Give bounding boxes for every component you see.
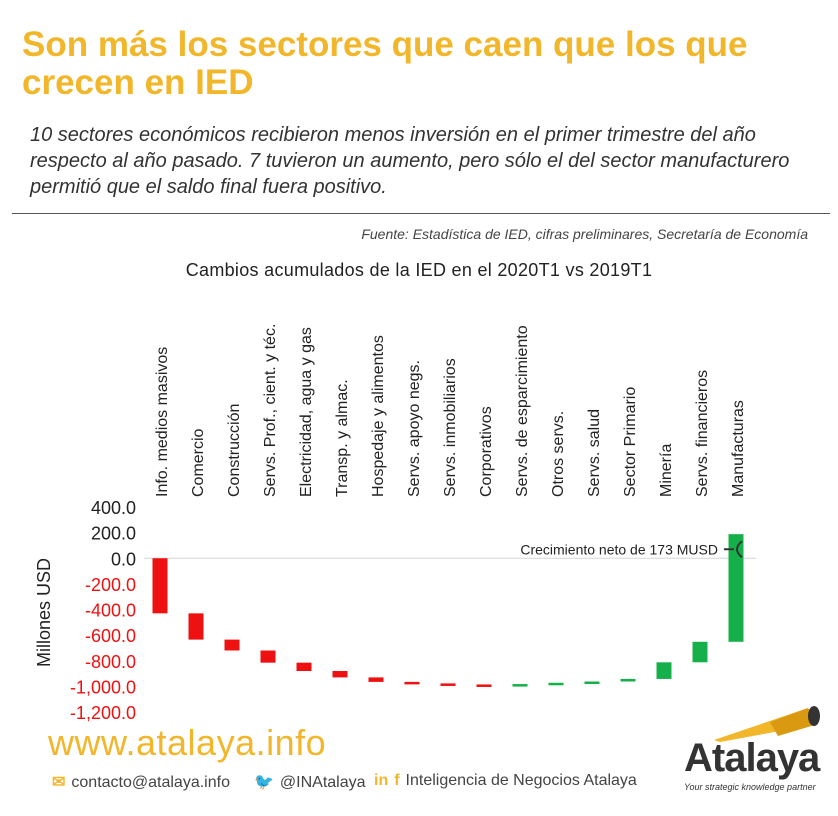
chart-title: Cambios acumulados de la IED en el 2020T… xyxy=(185,260,653,280)
page-title: Son más los sectores que caen que los qu… xyxy=(22,25,748,102)
y-tick-label: -600.0 xyxy=(85,626,136,646)
source-note: Fuente: Estadística de IED, cifras preli… xyxy=(361,226,808,242)
y-axis-label: Millones USD xyxy=(34,558,54,667)
category-label: Minería xyxy=(658,444,675,497)
bar xyxy=(332,671,348,678)
category-label: Servs. de esparcimiento xyxy=(514,325,531,497)
website-url[interactable]: www.atalaya.info xyxy=(48,722,327,763)
category-label: Sector Primario xyxy=(622,387,639,497)
bar xyxy=(656,662,672,679)
category-label: Hospedaje y alimentos xyxy=(370,335,387,497)
category-label: Info. medios masivos xyxy=(154,347,171,497)
y-tick-label: 400.0 xyxy=(91,498,136,518)
category-label: Servs. inmobiliarios xyxy=(442,358,459,497)
category-label: Corporativos xyxy=(478,406,495,497)
bar xyxy=(584,681,600,685)
bar xyxy=(728,534,744,642)
y-tick-label: -1,000.0 xyxy=(70,677,136,697)
category-label: Transp. y almac. xyxy=(334,379,351,497)
bar xyxy=(224,639,240,651)
bar xyxy=(620,678,636,682)
facebook-icon: f xyxy=(394,772,400,789)
y-tick-label: -1,200.0 xyxy=(70,703,136,723)
email-text: contacto@atalaya.info xyxy=(71,774,230,791)
divider xyxy=(12,213,830,214)
logo-tagline: Your strategic knowledge partner xyxy=(684,782,816,792)
category-label: Electricidad, agua y gas xyxy=(298,327,315,497)
bar xyxy=(296,662,312,671)
y-tick-label: -800.0 xyxy=(85,652,136,672)
bar xyxy=(368,677,384,682)
bar xyxy=(512,684,528,687)
bar xyxy=(260,650,276,663)
contact-twitter[interactable]: 🐦 @INAtalaya xyxy=(254,772,366,792)
page-subtitle: 10 sectores económicos recibieron menos … xyxy=(30,124,790,198)
company-name: Inteligencia de Negocios Atalaya xyxy=(405,772,637,789)
bar xyxy=(188,613,204,640)
envelope-icon: ✉ xyxy=(52,774,66,791)
category-label: Servs. salud xyxy=(586,409,603,497)
bar xyxy=(152,558,168,614)
logo-wordmark: Atalaya xyxy=(684,736,820,780)
telescope-logo-icon xyxy=(714,706,820,742)
category-label: Comercio xyxy=(190,428,207,497)
category-label: Otros servs. xyxy=(550,411,567,497)
bird-icon: 🐦 xyxy=(254,774,274,791)
bar xyxy=(404,681,420,685)
category-label: Servs. apoyo negs. xyxy=(406,360,423,497)
y-tick-label: 0.0 xyxy=(111,549,136,569)
twitter-handle: @INAtalaya xyxy=(279,774,366,791)
category-label: Servs. financieros xyxy=(694,370,711,497)
bar xyxy=(440,683,456,686)
category-label: Servs. Prof., cient. y téc. xyxy=(262,324,279,497)
y-tick-label: -400.0 xyxy=(85,601,136,621)
bar xyxy=(476,684,492,687)
category-label: Manufacturas xyxy=(730,400,747,497)
linkedin-icon: in xyxy=(374,772,389,789)
annotation-label: Crecimiento neto de 173 MUSD xyxy=(520,541,718,557)
y-tick-label: 200.0 xyxy=(91,524,136,544)
annotation-bracket-icon xyxy=(724,540,743,559)
contact-social[interactable]: in f Inteligencia de Negocios Atalaya xyxy=(374,772,637,790)
contact-email[interactable]: ✉ contacto@atalaya.info xyxy=(52,772,230,792)
bar xyxy=(692,641,708,663)
y-tick-label: -200.0 xyxy=(85,575,136,595)
category-label: Construcción xyxy=(226,404,243,497)
bar xyxy=(548,682,564,686)
